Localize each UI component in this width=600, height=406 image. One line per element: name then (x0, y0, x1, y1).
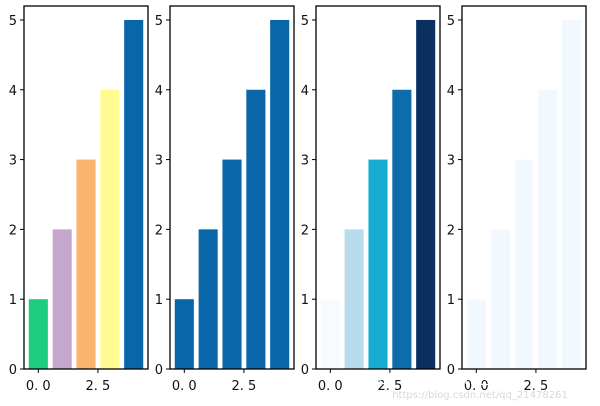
charts: 0 1 2 3 4 5 0. 0 2. 5 0 1 2 3 4 5 0. 0 2. 5 0 1 2 3 4 5 0. 0 2.… (9, 5, 587, 394)
watermark-sub-text: https://blog.csdn.net/qq_21478261 (392, 390, 568, 401)
chart-panel-1: 0 1 2 3 4 5 0. 0 2. 5 (9, 5, 149, 394)
y-tick-label-4-2: 2 (447, 223, 455, 238)
y-tick-label-3-0: 0 (301, 363, 309, 378)
x-tick-label-4-2: 2. 5 (524, 379, 549, 394)
bar-3-3 (368, 159, 388, 369)
chart-panel-3: 0 1 2 3 4 5 0. 0 2. 5 (301, 5, 441, 394)
bar-2-1 (174, 299, 194, 369)
bar-3-2 (344, 229, 364, 369)
plot-frame-2 (169, 5, 295, 370)
bar-1-5 (124, 19, 144, 370)
y-tick-label-2-1: 1 (155, 293, 163, 308)
watermark: 知乎 @python生物人 https://blog.csdn.net/qq_2… (371, 370, 567, 401)
bar-4-1 (466, 299, 486, 369)
y-tick-label-1-1: 1 (9, 293, 17, 308)
bar-2-5 (270, 19, 290, 370)
bar-1-2 (52, 229, 72, 369)
chart-panel-4: 0 1 2 3 4 5 0. 0 2. 5 (447, 5, 587, 394)
chart-panel-2: 0 1 2 3 4 5 0. 0 2. 5 (155, 5, 295, 394)
bar-2-3 (222, 159, 242, 369)
bar-4-4 (538, 89, 558, 370)
y-tick-label-3-4: 4 (301, 84, 309, 99)
bar-1-3 (76, 159, 96, 369)
y-tick-label-4-4: 4 (447, 84, 455, 99)
y-tick-label-3-2: 2 (301, 223, 309, 238)
y-tick-label-4-5: 5 (447, 14, 455, 29)
x-tick-label-2-2: 2. 5 (232, 379, 257, 394)
bar-1-4 (100, 89, 120, 370)
y-tick-label-4-3: 3 (447, 154, 455, 169)
x-tick-label-1-2: 2. 5 (86, 379, 111, 394)
y-tick-label-2-4: 4 (155, 84, 163, 99)
bar-4-5 (562, 19, 582, 370)
x-tick-label-3-1: 0. 0 (318, 379, 343, 394)
y-tick-label-4-1: 1 (447, 293, 455, 308)
plot-frame-3 (315, 5, 441, 370)
x-tick-label-4-1: 0. 0 (464, 379, 489, 394)
x-tick-label-3-2: 2. 5 (378, 379, 403, 394)
x-tick-label-2-1: 0. 0 (172, 379, 197, 394)
plot-frame-1 (23, 5, 149, 370)
y-tick-label-2-3: 3 (155, 154, 163, 169)
y-tick-label-2-0: 0 (155, 363, 163, 378)
plot-frame-4 (461, 5, 587, 370)
y-tick-label-4-0: 0 (447, 363, 455, 378)
bar-3-4 (392, 89, 412, 370)
y-tick-label-2-5: 5 (155, 14, 163, 29)
y-tick-label-1-2: 2 (9, 223, 17, 238)
bar-4-3 (514, 159, 534, 369)
y-tick-label-1-0: 0 (9, 363, 17, 378)
x-tick-label-1-1: 0. 0 (26, 379, 51, 394)
y-tick-label-3-5: 5 (301, 14, 309, 29)
y-tick-label-3-3: 3 (301, 154, 309, 169)
bar-4-2 (490, 229, 510, 369)
bar-3-5 (416, 19, 436, 370)
bar-2-2 (198, 229, 218, 369)
y-tick-label-2-2: 2 (155, 223, 163, 238)
bar-2-4 (246, 89, 266, 370)
y-tick-label-1-5: 5 (9, 14, 17, 29)
y-tick-label-1-4: 4 (9, 84, 17, 99)
watermark-main-text: 知乎 @python生物人 (371, 370, 518, 388)
y-tick-label-3-1: 1 (301, 293, 309, 308)
bar-3-1 (320, 299, 340, 369)
y-tick-label-1-3: 3 (9, 154, 17, 169)
bar-1-1 (28, 299, 48, 369)
